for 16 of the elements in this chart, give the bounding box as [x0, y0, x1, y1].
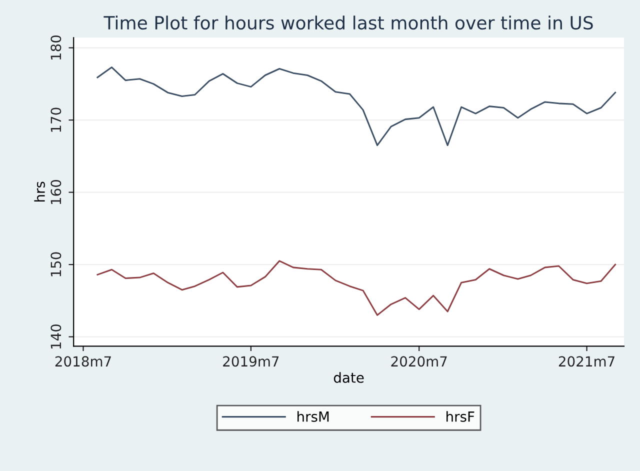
- legend-label: hrsF: [446, 411, 474, 422]
- y-tick-label: 170: [50, 108, 62, 132]
- y-tick-label: 180: [50, 35, 62, 60]
- chart-title: Time Plot for hours worked last month over time in US: [104, 16, 593, 30]
- line-series: [96, 66, 616, 146]
- y-tick-label: 150: [50, 252, 62, 276]
- x-tick-label: 2018m7: [55, 356, 111, 367]
- y-tick-label: 140: [50, 324, 62, 349]
- x-axis-title: date: [334, 372, 364, 383]
- x-tick-label: 2019m7: [223, 356, 279, 367]
- y-axis-title: hrs: [34, 182, 45, 202]
- x-tick-label: 2021m7: [558, 356, 614, 367]
- x-tick-label: 2020m7: [391, 356, 447, 367]
- y-tick-label: 160: [50, 180, 62, 204]
- line-series: [96, 260, 616, 316]
- legend-label: hrsM: [297, 411, 329, 422]
